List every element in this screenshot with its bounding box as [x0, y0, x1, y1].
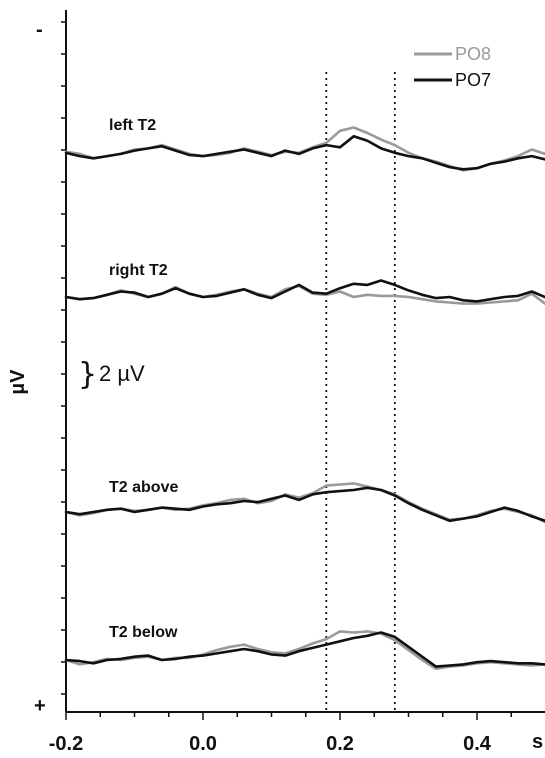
- panel-label: T2 above: [109, 479, 178, 496]
- waveform-po7: [64, 135, 545, 171]
- scale-bar-brace: }: [78, 357, 97, 392]
- panel-label: T2 below: [109, 624, 178, 641]
- x-axis-unit-label: s: [532, 731, 543, 753]
- x-axis-ticks: -0.2 0.0 0.2 0.4: [49, 712, 512, 755]
- waveform-po7: [64, 631, 545, 668]
- axes: -0.2 0.0 0.2 0.4: [49, 10, 545, 755]
- x-tick-label: 0.4: [463, 733, 492, 755]
- x-tick-label: -0.2: [49, 733, 83, 755]
- waveform-po7: [64, 279, 545, 303]
- scale-bar: } 2 µV: [78, 357, 145, 392]
- legend-label-po8: PO8: [455, 44, 491, 64]
- x-tick-label: 0.0: [189, 733, 217, 755]
- panel-label: left T2: [109, 117, 156, 134]
- y-axis-label: µV: [7, 369, 29, 395]
- y-top-sign: -: [36, 19, 43, 41]
- waveform-panels: left T2 right T2 T2 above T2 below: [64, 117, 545, 671]
- y-bottom-sign: +: [34, 695, 46, 717]
- panel-2: right T2: [64, 262, 545, 305]
- legend-label-po7: PO7: [455, 70, 491, 90]
- reference-lines: [325, 72, 396, 712]
- legend: PO8 PO7: [414, 44, 491, 90]
- scale-bar-label: 2 µV: [99, 361, 145, 386]
- panel-label: right T2: [109, 262, 168, 279]
- waveform-po7: [64, 486, 545, 523]
- panel-4: T2 below: [64, 624, 545, 671]
- panel-3: T2 above: [64, 479, 545, 524]
- y-axis-ticks: [61, 21, 66, 695]
- x-tick-label: 0.2: [326, 733, 354, 755]
- panel-1: left T2: [64, 117, 545, 172]
